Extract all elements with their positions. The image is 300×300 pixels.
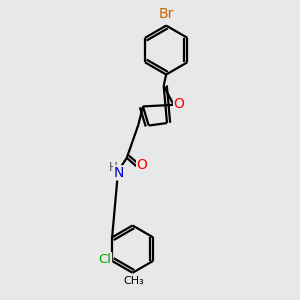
Text: N: N [114,166,124,180]
Text: O: O [174,97,184,111]
Text: H: H [109,161,118,174]
Text: O: O [137,158,148,172]
Text: Br: Br [158,7,174,21]
Text: CH₃: CH₃ [123,276,144,286]
Text: Cl: Cl [99,253,112,266]
